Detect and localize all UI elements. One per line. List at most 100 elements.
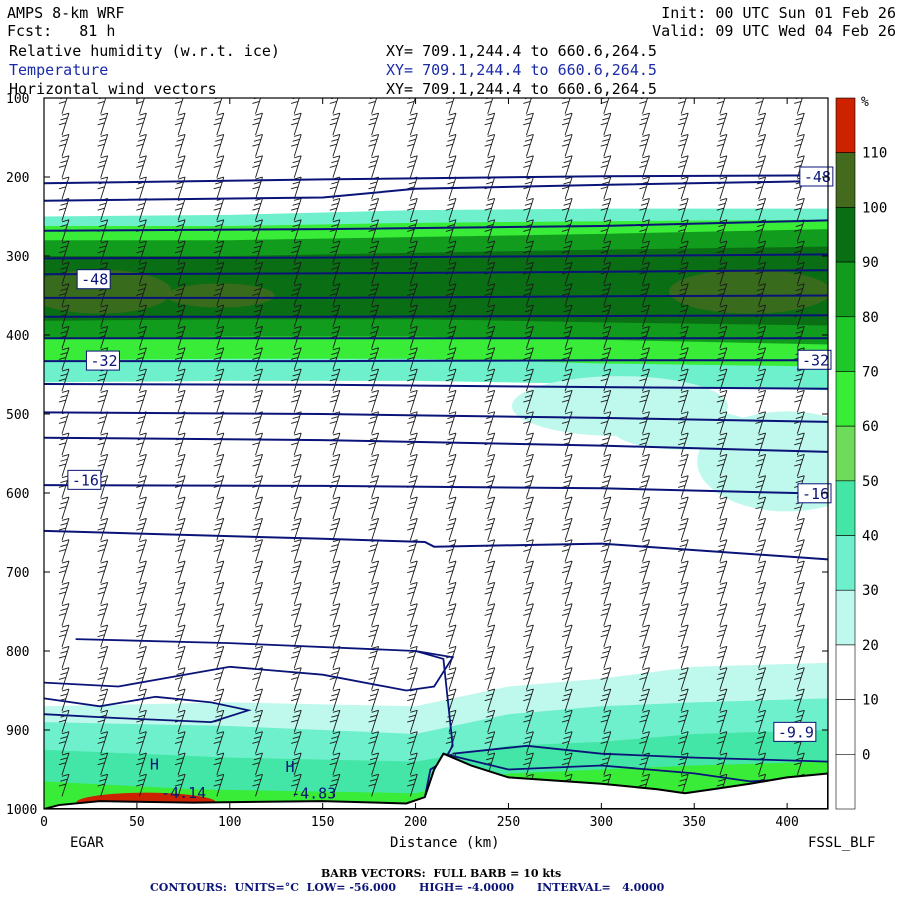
wind-barb <box>755 517 767 541</box>
wind-barb <box>407 283 418 306</box>
wind-barb <box>368 688 380 712</box>
wind-barb <box>252 688 263 712</box>
wind-barb <box>368 198 380 221</box>
valid-time: Valid: 09 UTC Wed 04 Feb 26 <box>652 22 896 40</box>
wind-barb <box>407 432 418 456</box>
wind-barb <box>639 411 650 434</box>
wind-barb <box>716 517 728 541</box>
wind-barb <box>445 432 457 456</box>
wind-barb <box>639 667 650 690</box>
forecast-hour: Fcst: 81 h <box>7 22 116 40</box>
wind-barb <box>716 581 728 605</box>
wind-barb <box>600 453 612 477</box>
rh-patch-110 <box>44 269 172 314</box>
wind-barb <box>523 517 534 541</box>
wind-barb <box>329 368 341 392</box>
wind-barb <box>755 667 767 690</box>
wind-barb <box>561 517 573 541</box>
wind-barb <box>213 368 225 392</box>
y-tick-label: 600 <box>6 487 29 502</box>
wind-barb <box>407 240 418 264</box>
wind-barb <box>716 731 728 754</box>
colorbar-level: 30 <box>862 583 879 599</box>
wind-barb <box>368 432 380 456</box>
wind-barb <box>794 112 805 136</box>
wind-barb <box>677 155 689 178</box>
wind-barb <box>407 581 418 605</box>
wind-barb <box>639 709 650 733</box>
wind-barb <box>523 688 534 712</box>
wind-barb <box>561 453 573 477</box>
wind-barb <box>755 496 767 520</box>
wind-barb <box>252 155 263 178</box>
wind-barb <box>58 368 70 392</box>
contour-label-box <box>773 721 817 742</box>
wind-barb <box>639 496 650 520</box>
wind-barb <box>290 517 302 541</box>
wind-barb <box>252 731 263 754</box>
wind-barb <box>136 112 147 136</box>
colorbar-level: 40 <box>862 529 879 545</box>
wind-barb <box>58 517 70 541</box>
wind-barb <box>97 603 109 626</box>
wind-barb <box>174 453 186 477</box>
wind-barb <box>174 731 186 754</box>
wind-barb <box>329 539 341 562</box>
wind-barb <box>252 560 263 584</box>
wind-barb <box>445 667 457 690</box>
contour-legend: CONTOURS: UNITS=°C LOW= -56.000 HIGH= -4… <box>150 881 665 894</box>
wind-barb <box>290 283 302 306</box>
wind-barb <box>368 134 380 157</box>
wind-barb <box>484 112 496 136</box>
temperature-contour <box>44 253 828 260</box>
wind-barb <box>716 155 728 178</box>
wind-barb <box>716 475 728 498</box>
wind-barb <box>329 112 341 136</box>
y-tick-label: 500 <box>6 408 29 423</box>
wind-barb <box>561 176 573 200</box>
wind-barb <box>716 603 728 626</box>
contour-label-box <box>76 269 111 290</box>
wind-barb <box>600 517 612 541</box>
wind-barb <box>407 389 418 413</box>
temperature-contour <box>44 359 828 363</box>
temperature-contour <box>44 529 828 561</box>
wind-barb <box>97 624 109 648</box>
wind-barb <box>97 539 109 562</box>
wind-barb <box>407 709 418 733</box>
colorbar-level: 80 <box>862 310 879 326</box>
wind-barb <box>716 262 728 285</box>
wind-barb <box>136 134 147 157</box>
wind-barb <box>484 603 496 626</box>
wind-barb <box>368 240 380 264</box>
wind-barb <box>329 560 341 584</box>
wind-barb <box>523 645 534 669</box>
x-tick-label: 250 <box>497 815 520 830</box>
wind-barb <box>58 539 70 562</box>
wind-barb <box>677 645 689 669</box>
wind-barb <box>561 752 573 776</box>
wind-barb <box>639 731 650 754</box>
wind-barb <box>136 624 147 648</box>
wind-barb <box>484 581 496 605</box>
wind-barb <box>368 453 380 477</box>
wind-barb <box>97 773 109 797</box>
wind-barb <box>755 347 767 370</box>
wind-barb <box>213 496 225 520</box>
wind-barb <box>97 496 109 520</box>
wind-barb <box>368 731 380 754</box>
wind-barb <box>58 347 70 370</box>
wind-barb <box>174 240 186 264</box>
wind-barb <box>561 496 573 520</box>
wind-barb <box>561 709 573 733</box>
wind-barb <box>58 240 70 264</box>
wind-barb <box>677 731 689 754</box>
wind-barb <box>794 453 805 477</box>
wind-barb <box>561 347 573 370</box>
colorbar-segment <box>835 371 856 427</box>
wind-barb <box>639 240 650 264</box>
wind-barb <box>755 560 767 584</box>
wind-barb <box>407 752 418 776</box>
wind-barb <box>639 347 650 370</box>
wind-barb <box>174 155 186 178</box>
